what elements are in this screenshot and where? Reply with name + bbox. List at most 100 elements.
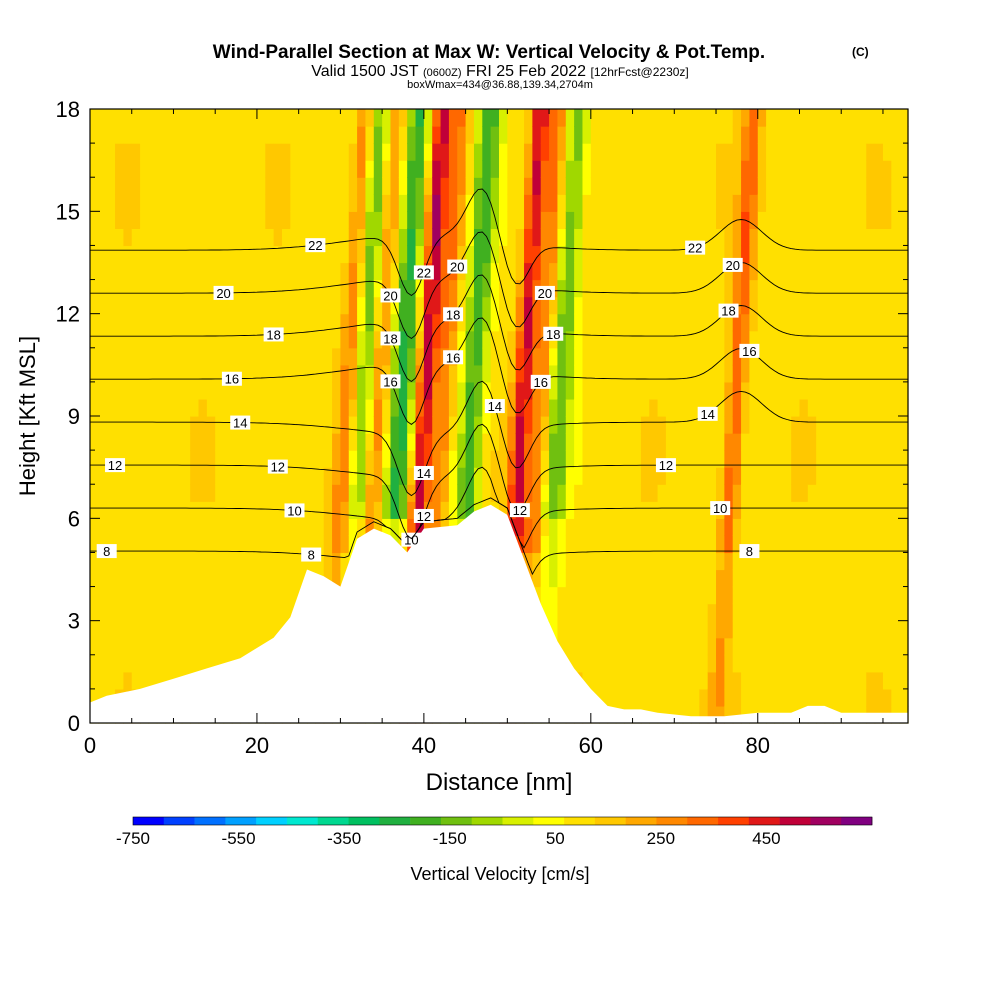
w-cell: [165, 143, 175, 161]
isentrope-label: 20: [538, 286, 552, 301]
w-cell: [532, 126, 542, 144]
w-cell: [499, 160, 508, 178]
w-cell: [774, 501, 784, 519]
w-cell: [590, 160, 600, 178]
w-cell: [256, 313, 266, 332]
w-cell: [382, 467, 392, 485]
w-cell: [766, 688, 776, 707]
w-cell: [665, 535, 675, 554]
w-cell: [724, 433, 734, 451]
w-cell: [791, 177, 801, 195]
w-cell: [290, 177, 300, 195]
colorbar-frame: [132, 816, 873, 826]
w-cell: [348, 126, 358, 144]
w-cell: [240, 245, 250, 264]
w-cell: [682, 364, 692, 383]
w-cell: [574, 245, 584, 264]
w-cell: [215, 194, 225, 212]
w-cell: [799, 177, 809, 195]
w-cell: [148, 620, 158, 639]
w-cell: [624, 177, 634, 195]
w-cell: [624, 467, 634, 485]
w-cell: [373, 330, 383, 349]
w-cell: [231, 398, 241, 417]
w-cell: [206, 126, 216, 144]
w-cell: [649, 245, 659, 264]
w-cell: [348, 245, 358, 264]
w-cell: [123, 501, 133, 519]
w-cell: [682, 671, 692, 690]
w-cell: [482, 177, 492, 195]
w-cell: [649, 518, 659, 536]
w-cell: [440, 433, 450, 451]
w-cell: [390, 347, 400, 366]
w-cell: [549, 586, 559, 605]
w-cell: [540, 194, 550, 212]
w-cell: [599, 194, 609, 212]
x-axis-label: Distance [nm]: [426, 769, 573, 796]
w-cell: [256, 211, 266, 229]
w-cell: [140, 603, 150, 622]
w-cell: [357, 416, 367, 434]
w-cell: [206, 381, 216, 400]
w-cell: [398, 381, 408, 400]
w-cell: [198, 296, 208, 315]
w-cell: [90, 194, 99, 212]
w-cell: [365, 194, 375, 212]
w-cell: [690, 603, 700, 622]
w-cell: [340, 484, 350, 502]
w-cell: [866, 603, 876, 622]
w-cell: [140, 177, 150, 195]
w-cell: [432, 416, 442, 434]
w-cell: [223, 228, 233, 247]
w-cell: [340, 364, 350, 383]
w-cell: [649, 313, 659, 332]
w-cell: [657, 177, 667, 195]
w-cell: [457, 109, 467, 127]
w-cell: [824, 433, 834, 451]
w-cell: [423, 160, 433, 178]
w-cell: [490, 330, 500, 349]
w-cell: [649, 160, 659, 178]
w-cell: [507, 143, 517, 161]
w-cell: [165, 433, 175, 451]
w-cell: [206, 416, 216, 434]
w-cell: [665, 143, 675, 161]
w-cell: [357, 381, 367, 400]
w-cell: [448, 450, 458, 468]
w-cell: [741, 279, 751, 298]
colorbar-swatch: [810, 817, 842, 825]
isentrope-label-bg: [413, 508, 434, 523]
w-cell: [231, 637, 241, 656]
w-cell: [265, 518, 275, 536]
w-cell: [732, 518, 742, 536]
w-cell: [874, 398, 884, 417]
w-cell: [198, 518, 208, 536]
w-cell: [206, 194, 216, 212]
w-cell: [190, 484, 200, 502]
w-cell: [407, 347, 417, 366]
w-cell: [123, 671, 133, 690]
w-cell: [357, 347, 367, 366]
w-cell: [390, 160, 400, 178]
w-cell: [791, 535, 801, 554]
isentrope-12: [90, 423, 908, 540]
w-cell: [140, 467, 150, 485]
w-cell: [866, 347, 876, 366]
w-cell: [649, 688, 659, 707]
w-cell: [223, 603, 233, 622]
w-cell: [240, 262, 250, 281]
w-cell: [298, 109, 308, 127]
w-cell: [323, 416, 333, 434]
colorbar-swatch: [225, 817, 257, 825]
w-cell: [181, 433, 191, 451]
w-cell: [373, 177, 383, 195]
w-cell: [206, 364, 216, 383]
w-cell: [599, 654, 609, 673]
w-cell: [390, 126, 400, 144]
w-cell: [824, 211, 834, 229]
w-cell: [649, 569, 659, 588]
w-cell: [782, 126, 792, 144]
w-cell: [323, 143, 333, 161]
w-cell: [841, 279, 851, 298]
